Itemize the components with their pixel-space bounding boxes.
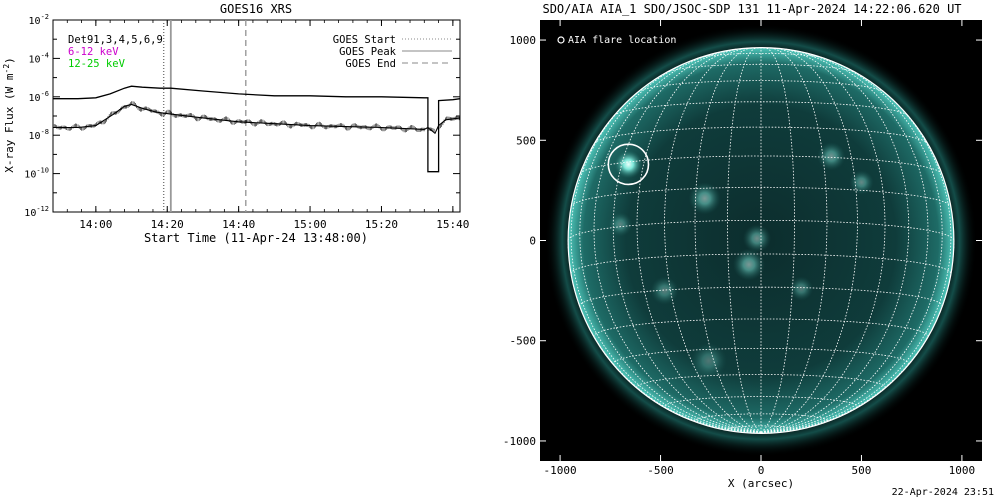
aia-grid-parallel [570,253,952,274]
aia-grid-parallel [613,101,909,116]
aia-grid-parallel [698,53,824,59]
aia-y-tick-label: 1000 [510,34,537,47]
aia-active-region [614,150,643,179]
aia-grid-parallel [593,318,929,338]
aia-active-region [817,142,846,171]
goes-legend-item: GOES Peak [339,46,397,58]
aia-x-tick-label: 0 [758,464,765,477]
aia-grid-meridian [579,55,762,433]
aia-grid-meridian [760,75,952,433]
aia-grid-meridian [760,48,886,433]
aia-grid-meridian [636,48,762,433]
goes-x-axis-label: Start Time (11-Apr-24 13:48:00) [144,231,368,245]
goes-x-tick-label: 14:40 [222,218,255,231]
aia-grid-meridian [664,47,762,433]
goes-event-markers [162,20,247,212]
aia-active-region [742,224,772,253]
aia-grid-parallel [694,413,828,423]
aia-grid-parallel [567,219,955,241]
aia-active-region [688,182,721,215]
aia-grid-meridian [760,48,910,433]
aia-solar-limb [567,47,955,434]
goes-series-long [53,85,461,173]
goes-y-tick-label: 10-10 [24,167,49,181]
aia-x-ticks: -1000 -500 0 500 1000 [544,20,976,477]
aia-grid-parallel [612,348,910,366]
aia-x-tick-label: 500 [852,464,872,477]
footer-timestamp: 22-Apr-2024 23:51 [892,487,994,498]
goes-legend-item: GOES Start [333,34,396,46]
aia-flare-location-marker [607,143,650,186]
aia-y-tick-label: 0 [529,235,536,248]
aia-y-tick-label: -1000 [503,435,536,448]
goes-legend-item: GOES End [345,58,396,70]
goes-legend-item: 12-25 keV [68,58,126,70]
aia-legend: AIA flare location [557,35,676,46]
aia-grid-meridian [593,50,762,433]
goes-y-tick-label: 10-8 [29,128,49,142]
aia-grid-parallel [637,80,885,93]
aia-grid-meridian [760,55,943,433]
goes-x-tick-label: 15:20 [365,218,398,231]
goes-legend-item: Det91,3,4,5,6,9 [68,34,163,46]
aia-x-tick-label: -500 [647,464,674,477]
goes-x-tick-label: 15:00 [293,218,326,231]
goes-xrs-chart: GOES16 XRS 14:00 14:20 14:40 15:00 15:20 15:4… [2,2,469,245]
aia-legend-label: AIA flare location [568,35,676,46]
goes-series-short-noise [52,101,460,133]
goes-flux-series [52,85,461,173]
aia-grid-meridian [612,48,762,433]
aia-grid-meridian [570,75,762,433]
aia-grid-parallel [570,186,952,207]
aia-y-tick-label: -500 [510,335,537,348]
aia-x-tick-label: -1000 [544,464,577,477]
goes-y-axis-label: X-ray Flux (W m-2) [2,57,16,173]
aia-y-tick-label: 500 [516,134,536,147]
goes-y-tick-label: 10-6 [29,90,49,104]
aia-x-axis-label: X (arcsec) [728,477,794,490]
aia-grid-meridian [760,47,858,433]
aia-grid-meridian [760,50,929,433]
aia-x-tick-label: 1000 [949,464,976,477]
aia-active-region [690,342,727,379]
aia-active-region [789,276,814,301]
aia-map-title: SDO/AIA AIA_1 SDO/JSOC-SDP 131 11-Apr-20… [542,2,961,16]
goes-legend-item: 6-12 keV [68,46,119,58]
aia-active-region [608,212,633,237]
goes-x-tick-label: 14:00 [79,218,112,231]
aia-active-region [650,276,679,305]
goes-y-tick-label: 10-12 [24,205,49,219]
aia-grid-parallel [727,425,795,431]
aia-active-regions [608,142,874,379]
aia-y-ticks: -1000 -500 0 500 1000 [503,34,982,448]
goes-y-tick-label: 10-2 [29,13,49,27]
goes-y-tick-label: 10-4 [29,51,49,65]
aia-heliographic-grid [567,47,955,433]
aia-sun-map: SDO/AIA AIA_1 SDO/JSOC-SDP 131 11-Apr-20… [503,2,982,490]
goes-chart-title: GOES16 XRS [220,2,292,16]
aia-grid-parallel [666,63,856,73]
goes-x-ticks: 14:00 14:20 14:40 15:00 15:20 15:40 [52,20,469,231]
goes-x-tick-label: 15:40 [436,218,469,231]
aia-legend-symbol [557,36,565,44]
aia-grid-parallel [664,396,858,409]
goes-y-ticks: 10-12 10-10 10-8 10-6 10-4 10-2 [24,13,460,219]
aia-active-region [732,248,766,281]
goes-x-tick-label: 14:20 [151,218,184,231]
